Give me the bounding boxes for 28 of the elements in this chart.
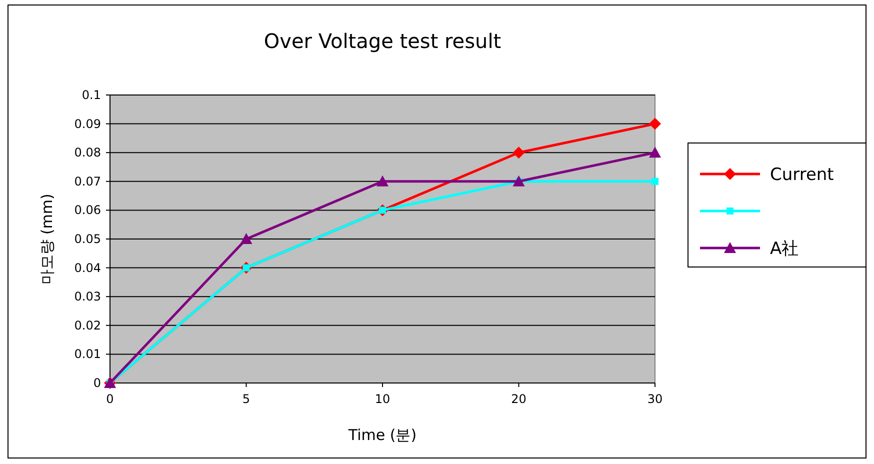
y-tick-label: 0.1 bbox=[82, 88, 101, 102]
y-axis-title: 마모량 (mm) bbox=[38, 194, 56, 284]
y-tick-label: 0.07 bbox=[74, 174, 101, 188]
x-tick-label: 30 bbox=[647, 392, 663, 406]
x-tick-label: 10 bbox=[374, 392, 390, 406]
point bbox=[376, 175, 388, 186]
y-tick-label: 0.08 bbox=[74, 146, 101, 160]
point bbox=[649, 118, 661, 130]
legend-label: Current bbox=[770, 165, 834, 185]
y-tick-label: 0.02 bbox=[74, 318, 101, 332]
y-tick-label: 0.01 bbox=[74, 347, 101, 362]
point bbox=[649, 146, 661, 158]
y-tick-label: 0.03 bbox=[74, 290, 101, 304]
point bbox=[240, 233, 252, 244]
y-tick-label: 0.04 bbox=[74, 260, 101, 275]
x-tick-label: 0 bbox=[106, 392, 114, 406]
point bbox=[512, 175, 525, 186]
legend-label: A社 bbox=[770, 239, 799, 259]
y-tick-label: 0 bbox=[93, 376, 101, 390]
x-tick-label: 20 bbox=[511, 392, 526, 406]
y-tick-label: 0.06 bbox=[74, 203, 101, 218]
point bbox=[652, 178, 658, 185]
y-tick-label: 0.05 bbox=[74, 232, 101, 246]
y-tick-label: 0.09 bbox=[74, 116, 101, 131]
x-axis-title: Time (분) bbox=[347, 426, 417, 444]
x-tick-label: 5 bbox=[242, 392, 250, 406]
point bbox=[512, 146, 525, 159]
chart-title: Over Voltage test result bbox=[264, 29, 502, 53]
